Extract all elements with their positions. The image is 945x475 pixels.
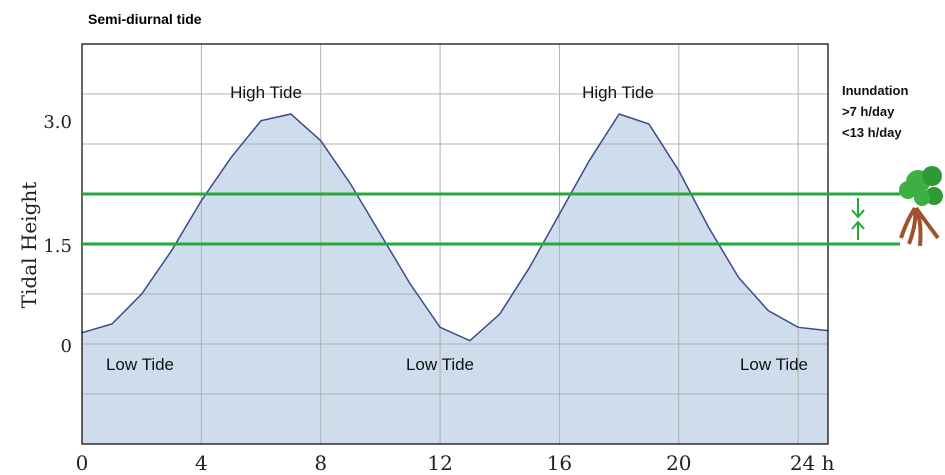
y-axis-label: Tidal Height [17, 182, 41, 309]
mangrove-icon [899, 166, 943, 247]
tide-area [82, 114, 828, 444]
x-tick-label: 16 [547, 451, 572, 475]
annotation: >7 h/day [842, 104, 895, 119]
annotation: High Tide [582, 83, 654, 102]
x-tick-label: 24 h [790, 451, 835, 475]
y-tick-label: 3.0 [43, 112, 72, 133]
x-tick-label: 4 [195, 451, 208, 475]
range-arrows [851, 198, 865, 240]
y-tick-label: 1.5 [43, 236, 72, 257]
x-tick-label: 20 [666, 451, 691, 475]
annotation: Low Tide [740, 355, 808, 374]
annotation: Low Tide [106, 355, 174, 374]
y-tick-label: 0 [61, 336, 72, 357]
x-tick-label: 0 [76, 451, 89, 475]
x-tick-label: 8 [314, 451, 327, 475]
annotation: <13 h/day [842, 125, 902, 140]
chart-title: Semi-diurnal tide [88, 11, 202, 27]
x-tick-label: 12 [427, 451, 452, 475]
annotation: Low Tide [406, 355, 474, 374]
annotation: High Tide [230, 83, 302, 102]
annotation: Inundation [842, 83, 908, 98]
